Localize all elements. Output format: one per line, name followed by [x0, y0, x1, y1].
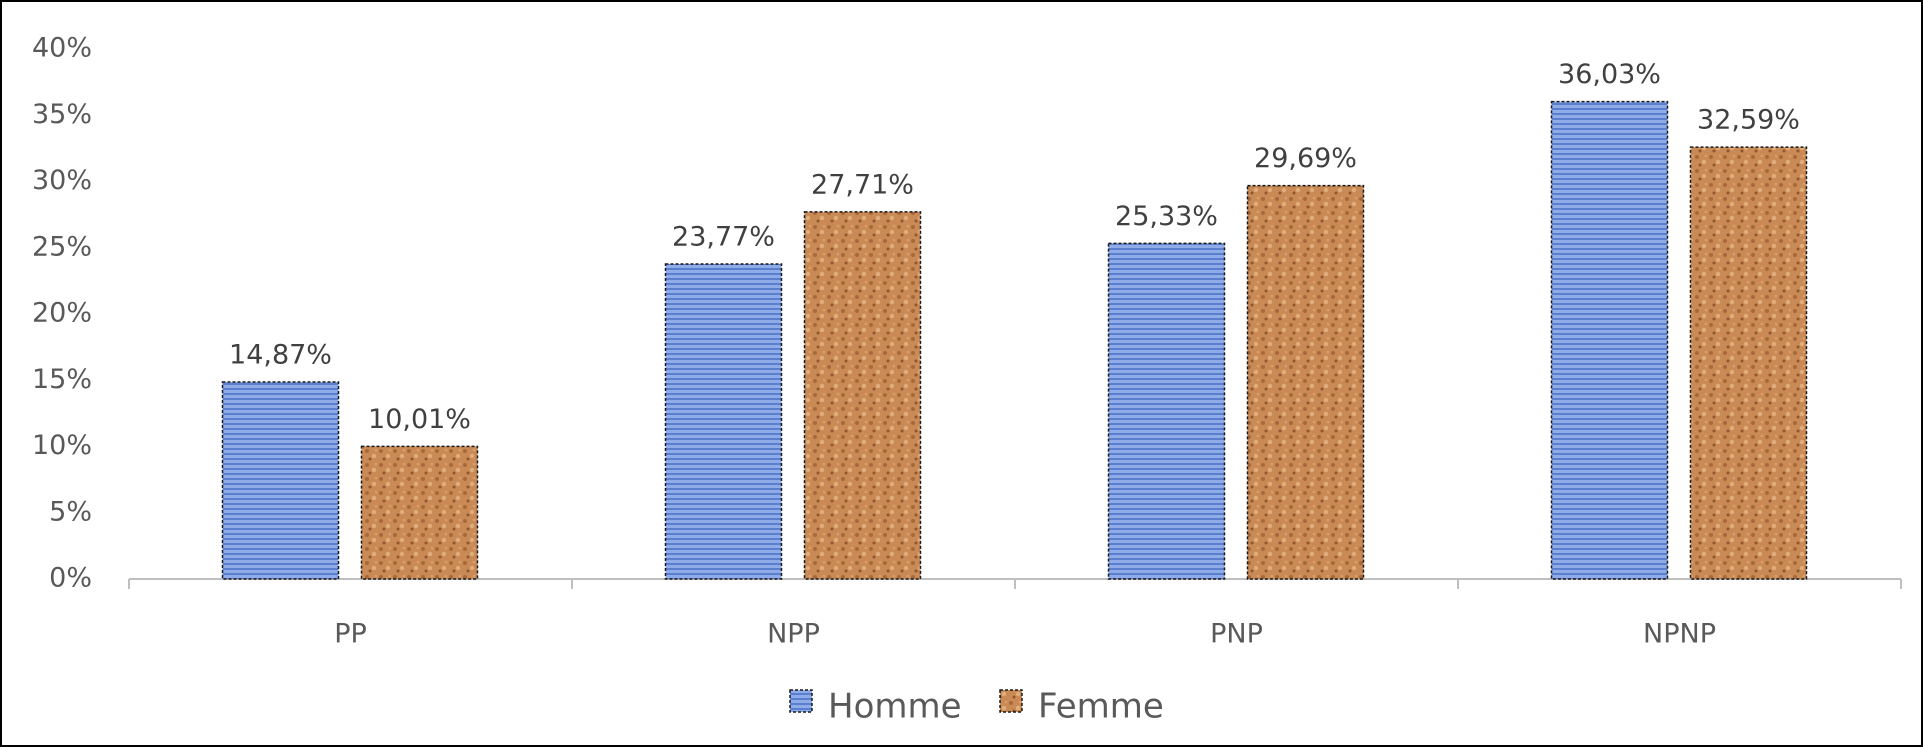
data-label: 10,01% — [368, 404, 471, 435]
legend-swatch — [789, 689, 813, 713]
y-tick-label: 0% — [49, 563, 92, 594]
y-tick-label: 40% — [32, 33, 92, 64]
data-label: 29,69% — [1254, 143, 1357, 174]
bar — [1689, 146, 1808, 580]
bar — [803, 211, 922, 580]
y-tick-label: 15% — [32, 364, 92, 395]
y-tick-label: 35% — [32, 99, 92, 130]
bar — [664, 263, 783, 580]
x-tick-label: NPNP — [1643, 619, 1716, 650]
y-tick-label: 30% — [32, 165, 92, 196]
data-label: 25,33% — [1115, 201, 1218, 232]
data-label: 14,87% — [229, 339, 332, 370]
data-label: 36,03% — [1558, 59, 1661, 90]
y-tick-label: 20% — [32, 298, 92, 329]
bar — [1550, 100, 1669, 580]
y-tick-label: 5% — [49, 496, 92, 527]
bar — [360, 445, 479, 580]
legend-swatch — [999, 689, 1023, 713]
legend-label: Femme — [1038, 687, 1164, 727]
y-tick-label: 25% — [32, 231, 92, 262]
x-tick-label: PNP — [1210, 619, 1263, 650]
data-label: 27,71% — [811, 169, 914, 200]
bar — [1107, 242, 1226, 580]
bar — [1246, 184, 1365, 580]
data-label: 32,59% — [1697, 105, 1800, 136]
x-tick-label: NPP — [767, 619, 820, 650]
data-label: 23,77% — [672, 222, 775, 253]
x-tick-label: PP — [334, 619, 367, 650]
bar — [221, 381, 340, 580]
y-tick-label: 10% — [32, 430, 92, 461]
legend-label: Homme — [828, 687, 962, 727]
